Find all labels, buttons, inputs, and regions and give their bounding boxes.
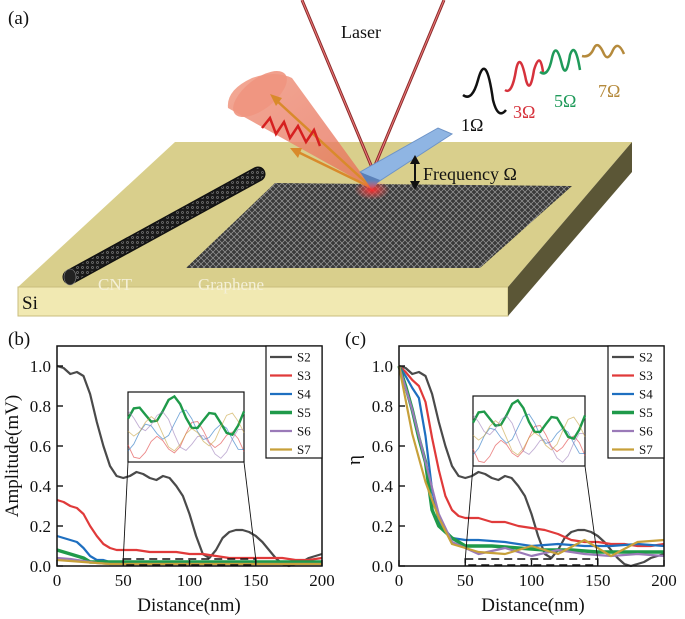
zoom-region-b: [122, 558, 257, 566]
x-tick-label-b: 50: [115, 571, 132, 590]
series-line-s4-c: [398, 365, 665, 548]
legend-label-s6-c: S6: [639, 424, 653, 439]
panel-label-c: (c): [345, 329, 366, 350]
cnt-label: CNT: [98, 275, 133, 294]
harmonic-label-3: 3Ω: [513, 102, 535, 122]
legend-label-s5-b: S5: [297, 405, 311, 420]
zoom-connector-left-c: [464, 465, 474, 560]
scattering-cone: [227, 71, 373, 190]
frequency-arrow: [410, 155, 420, 190]
frequency-label: Frequency Ω: [423, 164, 517, 184]
substrate-label: Si: [22, 293, 38, 314]
y-axis-title-b: Amplitude(mV): [2, 395, 23, 517]
zoom-connector-left-b: [122, 461, 129, 560]
legend-box-c: [607, 345, 665, 459]
legend-label-s4-b: S4: [297, 387, 311, 402]
legend-label-s7-c: S7: [639, 442, 653, 457]
series-line-s3-b: [56, 498, 323, 562]
legend-label-s5-c: S5: [639, 405, 653, 420]
x-tick-label-b: 100: [177, 571, 203, 590]
chart-panel-c: (c) η Distance(nm) 0 50 100 150 200 0.0 0.2 0.4…: [344, 329, 677, 616]
inset-line-s6-c: [472, 414, 586, 463]
substrate-side: [508, 142, 632, 316]
x-tick-label-b: 200: [309, 571, 335, 590]
inset-line-s6-b: [127, 410, 245, 459]
zoom-connector-right-b: [243, 461, 257, 560]
series-line-s5-b: [56, 548, 322, 564]
y-tick-label-c: 0.0: [372, 557, 393, 576]
y-tick-label-b: 0.2: [30, 517, 51, 536]
zoom-connector-right-c: [584, 465, 599, 560]
graphene-label: Graphene: [198, 275, 264, 294]
series-line-s2-c: [398, 364, 665, 568]
legend-label-s3-c: S3: [639, 368, 653, 383]
x-tick-label-b: 0: [53, 571, 62, 590]
laser-beams: [300, 0, 446, 171]
inset-line-s5-c: [471, 398, 587, 441]
harmonic-waves: [462, 43, 626, 115]
inset-line-s5-b: [126, 394, 246, 437]
x-tick-label-c: 150: [585, 571, 611, 590]
inset-line-s7-c: [472, 416, 586, 456]
laser-spot: [354, 180, 390, 200]
legend-label-s6-b: S6: [297, 424, 311, 439]
series-line-s7-c: [397, 365, 665, 558]
inset-line-s4-c: [472, 413, 586, 456]
schematic-panel: (a) Si Graphene CNT Laser: [8, 0, 632, 317]
harmonic-label-5: 5Ω: [554, 91, 576, 111]
y-tick-label-c: 0.4: [372, 477, 394, 496]
y-tick-label-b: 0.6: [30, 437, 51, 456]
x-tick-label-c: 200: [651, 571, 677, 590]
y-tick-label-b: 1.0: [30, 357, 51, 376]
x-axis-title-b: Distance(nm): [137, 595, 240, 616]
series-line-s3-c: [398, 365, 665, 548]
x-tick-label-c: 100: [519, 571, 545, 590]
inset-line-s7-b: [127, 412, 245, 452]
series-line-s7-b: [56, 558, 322, 566]
graphene-sheet: [186, 183, 572, 268]
legend-label-s2-c: S2: [639, 350, 653, 365]
x-tick-label-c: 0: [395, 571, 404, 590]
y-tick-label-c: 0.2: [372, 517, 393, 536]
series-line-s2-b: [56, 364, 323, 568]
inset-line-s4-b: [127, 409, 245, 452]
cnt-tube: [62, 166, 266, 286]
panel-label-a: (a): [8, 8, 29, 29]
y-tick-label-c: 1.0: [372, 357, 393, 376]
harmonic-label-7: 7Ω: [598, 81, 620, 101]
chart-panel-b: (b) Amplitude(mV) Distance(nm) 0 50 100 150…: [2, 329, 335, 616]
x-tick-label-c: 50: [457, 571, 474, 590]
y-tick-label-c: 0.8: [372, 397, 393, 416]
legend-box-b: [265, 345, 323, 459]
harmonic-label-1: 1Ω: [461, 115, 483, 135]
legend-label-s2-b: S2: [297, 350, 311, 365]
panel-label-b: (b): [8, 329, 30, 350]
y-tick-label-c: 0.6: [372, 437, 393, 456]
x-axis-title-c: Distance(nm): [481, 595, 584, 616]
y-tick-label-b: 0.8: [30, 397, 51, 416]
y-axis-title-c: η: [344, 455, 365, 465]
legend-label-s3-b: S3: [297, 368, 311, 383]
x-tick-label-b: 150: [243, 571, 269, 590]
y-tick-label-b: 0.4: [30, 477, 52, 496]
laser-label: Laser: [341, 22, 381, 42]
zoom-region-c: [464, 558, 599, 566]
y-tick-label-b: 0.0: [30, 557, 51, 576]
legend-label-s4-c: S4: [639, 387, 653, 402]
legend-label-s7-b: S7: [297, 442, 311, 457]
